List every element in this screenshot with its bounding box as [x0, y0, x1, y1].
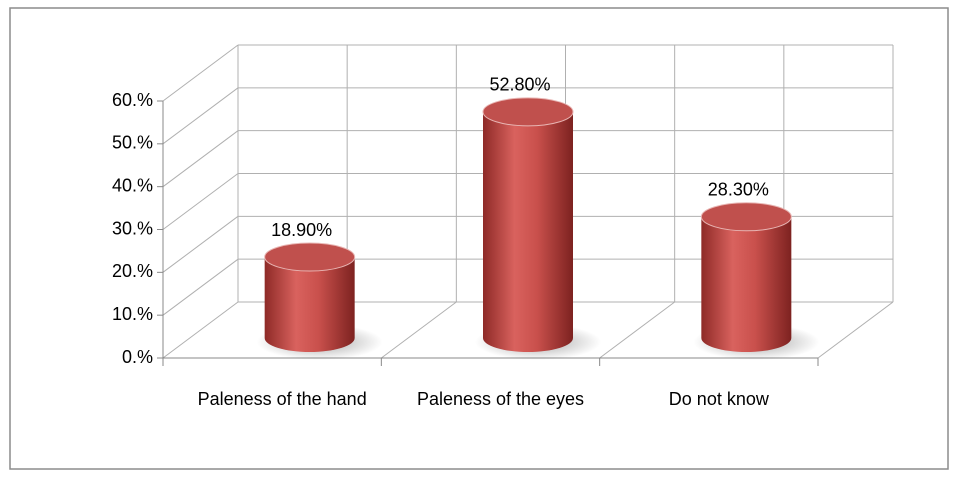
- bar-top: [482, 97, 574, 127]
- grid-line: [162, 44, 239, 102]
- grid-line: [162, 258, 239, 316]
- grid-line: [162, 301, 239, 359]
- frame: [9, 7, 949, 470]
- x-tick-label: Paleness of the hand: [197, 389, 367, 409]
- bar: [701, 216, 792, 353]
- bar-top: [264, 242, 356, 272]
- y-tick-label: 40.%: [112, 175, 153, 195]
- y-tick-label: 30.%: [112, 218, 153, 238]
- y-tick-label: 50.%: [112, 133, 153, 153]
- grid-line: [162, 130, 239, 188]
- value-label: 28.30%: [708, 180, 769, 200]
- bar: [264, 257, 355, 353]
- bar: [483, 111, 573, 352]
- grid-line: [162, 173, 239, 230]
- y-tick-label: 0.%: [122, 347, 153, 367]
- value-label: 52.80%: [489, 75, 550, 95]
- floor-divider: [599, 301, 675, 359]
- grid-line: [162, 215, 239, 273]
- x-tick-label: Do not know: [668, 389, 769, 409]
- x-tick-label: Paleness of the eyes: [416, 389, 585, 409]
- y-tick-label: 10.%: [112, 304, 153, 324]
- y-tick-label: 20.%: [112, 261, 153, 281]
- floor-divider: [381, 301, 457, 359]
- bar-top: [700, 202, 792, 232]
- y-tick-label: 60.%: [112, 90, 153, 110]
- floor-edge: [817, 301, 894, 359]
- value-label: 18.90%: [271, 220, 332, 240]
- grid-line: [162, 87, 239, 145]
